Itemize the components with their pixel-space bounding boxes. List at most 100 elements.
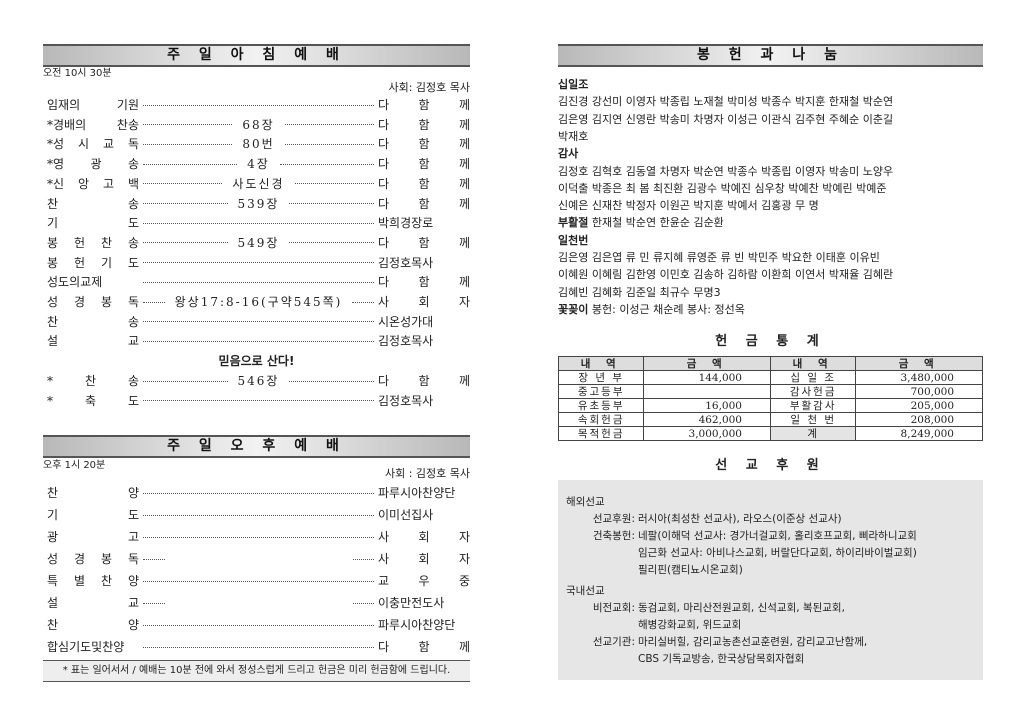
row-leader: 박희경장로 [378,216,434,231]
dot-leader [284,124,374,126]
row-label: 광 고 [47,530,139,544]
service-row: 기 도 이미선집사 [43,506,470,524]
service-row: 기 도 박희경장로 [43,214,470,232]
dot-leader [143,514,374,516]
offering-line: 일천번 [558,232,988,249]
offering-names: 김은영 김지연 신영란 박송미 차명자 이성근 이관식 김주현 주혜순 이춘길 [558,112,894,126]
row-label: 기 도 [47,216,139,231]
stats-amount: 205,000 [855,398,983,413]
mission-item-values: 네팔(이해덕 선교사: 경가너걸교회, 홀리호프교회, 삐라하니교회 임근화 선교… [638,528,917,579]
stats-row: 중고등부 감사헌금 700,000 [557,384,983,399]
mission-group-name: 국내선교 [566,585,605,597]
row-leader: 다 함 께 [378,640,470,654]
dot-leader [143,301,165,303]
offering-names: 박재호 [558,129,589,143]
dot-leader [289,203,375,204]
dot-leader [352,558,374,560]
mission-item-values: 마리실버힐, 감리교농촌선교훈련원, 감리교고난함께, CBS 기독교방송, 한국… [638,634,867,668]
dot-leader [143,536,374,538]
stats-amount: 8,249,000 [855,426,983,441]
service-row: 찬 양 파루시아찬양단 [43,616,470,634]
dot-leader [143,124,233,126]
dot-leader [143,104,374,106]
offering-names: 봉헌: 이성근 채순례 봉사: 정선옥 [591,302,745,316]
service-row: 임재의 기원 다 함 께 [43,96,470,114]
stats-header: 금 액 [855,356,983,371]
stats-item: 계 [769,426,857,441]
offering-line: 김혜빈 김혜화 김준일 최규수 무명3 [558,284,988,301]
stats-amount: 3,480,000 [855,370,983,385]
offering-line: 십일조 [558,76,988,93]
dot-leader [143,143,233,145]
stats-header: 금 액 [643,356,771,371]
service-row: *영 광 송 4장 다 함 께 [43,155,470,173]
mission-line: 임근화 선교사: 아비나스교회, 버랄단다교회, 하이리바이벌교회) [638,547,917,559]
offering-line: 꽃꽂이 봉헌: 이성근 채순례 봉사: 정선옥 [558,301,988,318]
row-leader: 다 함 께 [378,235,471,250]
offering-names: 한재철 박순연 한윤순 김순환 [591,216,724,230]
row-label: *영 광 송 [47,157,139,172]
afternoon-time: 오후 1시 20분 [43,460,106,471]
dot-leader [143,380,228,382]
row-label: 성도의교제 [47,275,103,290]
service-row: * 찬 송 546장 다 함 께 [43,372,470,390]
row-label: 특 별 찬 양 [47,574,139,588]
row-detail: 왕상17:8-16(구약545쪽) [174,295,343,309]
dot-leader [143,242,228,244]
row-label: 설 교 [47,334,139,349]
offering-line: 신예은 신재찬 박정자 이원곤 박지훈 박예서 김홍광 무 명 [558,197,988,214]
stats-item: 일 천 번 [769,412,857,427]
service-row: *성 시 교 독 80번 다 함 께 [43,135,470,153]
row-leader: 김정호목사 [378,255,434,270]
stats-item: 유초등부 [557,398,645,413]
stats-item: 속회헌금 [557,412,645,427]
offering-names: 이덕출 박종은 최 봄 최진환 김광수 박예진 심우창 박예찬 박예린 박예준 [558,181,887,195]
row-detail: 사도신경 [232,176,285,191]
row-detail: 4장 [247,157,270,172]
mission-item-values: 러시아(최성찬 선교사), 라오스(이준상 선교사) [638,511,842,528]
row-label: *성 시 교 독 [47,137,139,152]
stats-item: 감사헌금 [769,384,857,399]
dot-leader [352,602,374,604]
afternoon-service-header: 주 일 오 후 예 배 [43,435,470,458]
mission-line: 해병강화교회, 위드교회 [638,619,742,631]
dot-leader [143,321,374,323]
mission-item-values: 동검교회, 마리산전원교회, 신석교회, 복된교회, 해병강화교회, 위드교회 [638,600,845,634]
row-leader: 이미선집사 [378,508,434,522]
row-label: 성 경 봉 독 [47,295,139,309]
row-leader: 다 함 께 [378,176,471,191]
row-leader: 시온성가대 [378,314,434,329]
mission-item-label: 비전교회: [592,602,635,614]
row-label: 봉 헌 기 도 [47,255,139,270]
stats-item: 십 일 조 [769,370,857,385]
row-leader: 김정호목사 [378,393,434,408]
row-label: 합심기도및찬양 [47,640,125,654]
stats-row: 유초등부 16,000 부활감사 205,000 [557,398,983,413]
row-leader: 김정호목사 [378,334,434,349]
dot-leader [143,262,374,264]
offering-line: 이혜원 이혜림 김한영 이민호 김송하 김하람 이환희 이연서 박재율 김혜란 [558,266,988,283]
row-label: *경배의 찬송 [47,117,139,132]
afternoon-host: 사회 : 김정호 목사 [384,467,470,480]
stats-amount: 3,000,000 [643,426,771,441]
offering-line: 김은영 김은엽 류 민 류지혜 류영준 류 빈 박민주 박요한 이태훈 이유빈 [558,249,988,266]
row-leader: 사 회 자 [378,530,470,544]
offering-line: 부활절 한재철 박순연 한윤순 김순환 [558,214,988,231]
row-leader: 다 함 께 [378,275,470,290]
dot-leader [143,340,374,342]
morning-service-header: 주 일 아 침 예 배 [43,44,470,67]
mission-item: 선교기관: 마리실버힐, 감리교농촌선교훈련원, 감리교고난함께, CBS 기독교방… [566,634,975,668]
row-leader: 파루시아찬양단 [378,618,456,632]
row-label: 기 도 [47,508,139,522]
offering-line: 김정호 김혁호 김동열 차명자 박순연 박종수 박종립 이영자 박송미 노양우 [558,163,988,180]
offering-names: 김은영 김은엽 류 민 류지혜 류영준 류 빈 박민주 박요한 이태훈 이유빈 [558,251,880,264]
mission-line: 마리실버힐, 감리교농촌선교훈련원, 감리교고난함께, [638,636,868,648]
service-row: 성 경 봉 독 왕상17:8-16(구약545쪽) 사 회 자 [43,293,470,311]
offering-line: 이덕출 박종은 최 봄 최진환 김광수 박예진 심우창 박예찬 박예린 박예준 [558,180,988,197]
row-leader: 다 함 께 [378,117,470,132]
stats-amount [643,384,771,399]
stats-amount: 462,000 [643,412,771,427]
service-row: 설 교 이충만전도사 [43,594,470,612]
